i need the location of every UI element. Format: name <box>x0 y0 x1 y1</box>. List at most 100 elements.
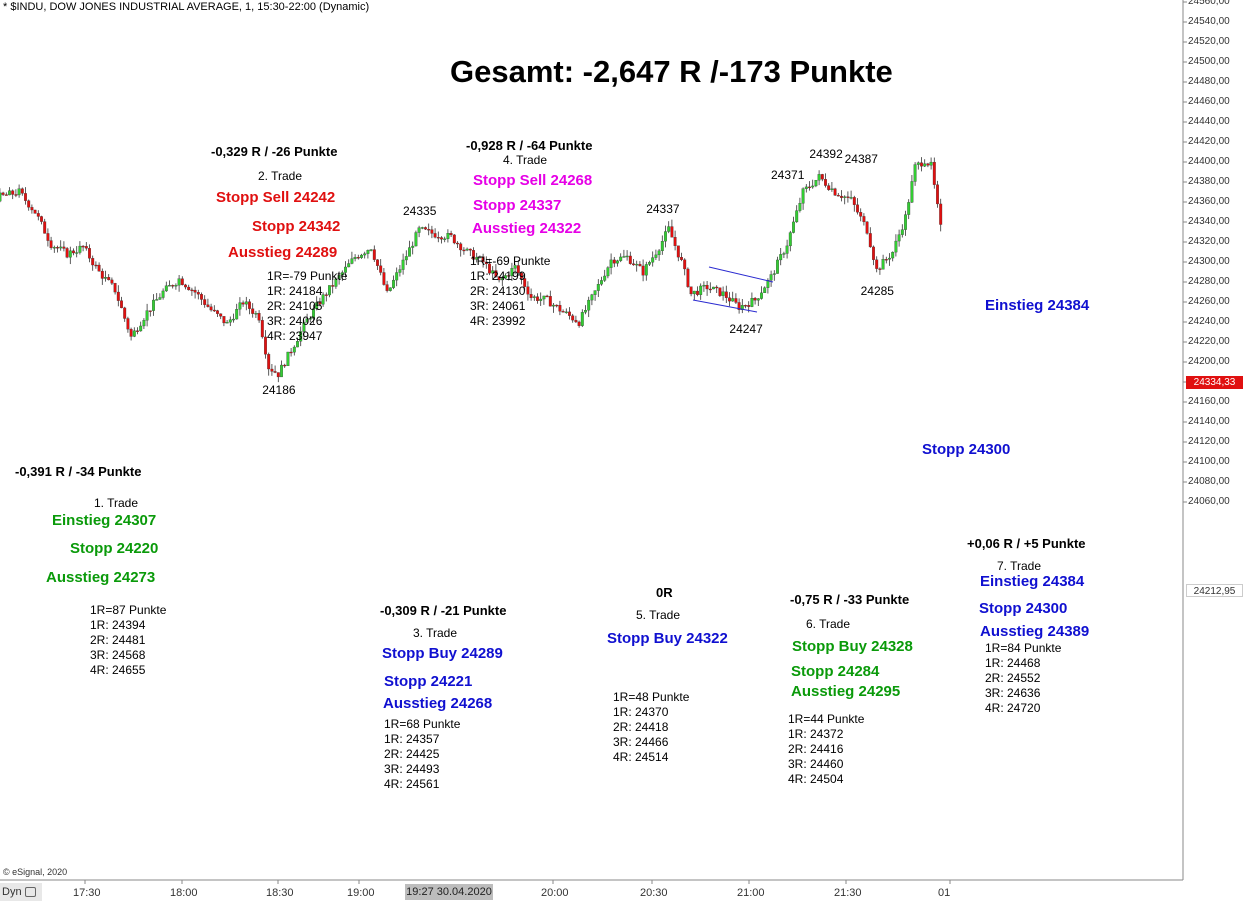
candle-down <box>94 264 98 267</box>
candle-up <box>465 248 469 251</box>
candle-down <box>856 204 859 213</box>
x-tick-label: 19:00 <box>347 887 375 899</box>
candle-down <box>536 296 539 301</box>
level-line: 1R=-69 Punkte <box>470 254 551 268</box>
candle-down <box>808 186 811 189</box>
y-tick-label: 24280,00 <box>1188 276 1230 287</box>
candle-down <box>196 292 200 295</box>
candle-up <box>795 210 799 223</box>
candle-down <box>27 200 31 208</box>
level-line: 2R: 24425 <box>384 747 440 761</box>
candle-down <box>24 193 27 201</box>
candle-up <box>616 260 619 264</box>
candle-up <box>238 302 242 310</box>
candle-up <box>712 286 715 290</box>
candle-up <box>648 262 651 265</box>
candle-down <box>180 278 184 286</box>
candle-up <box>881 259 885 270</box>
candle-down <box>686 268 690 287</box>
lock-icon <box>24 887 36 898</box>
candle-up <box>411 245 415 248</box>
candle-down <box>203 299 207 305</box>
y-tick-label: 24200,00 <box>1188 356 1230 367</box>
candle-up <box>59 246 63 249</box>
candle-down <box>459 243 463 251</box>
candle-up <box>443 238 447 240</box>
candle-up <box>228 319 232 323</box>
candle-up <box>168 285 171 287</box>
trade-6-label: 6. Trade <box>806 617 851 631</box>
x-tick-label: 01 <box>938 887 951 899</box>
trade-2-stop: Stopp 24342 <box>252 218 341 235</box>
candle-down <box>123 307 127 319</box>
candle-down <box>276 372 280 378</box>
candle-up <box>907 202 911 215</box>
candle-up <box>603 275 607 281</box>
candle-down <box>379 265 383 273</box>
trade-6-result: -0,75 R / -33 Punkte <box>790 592 910 607</box>
candle-up <box>158 297 162 300</box>
dynamic-mode-toggle[interactable]: Dyn <box>0 883 42 901</box>
trendline <box>708 266 774 283</box>
trade-7-levels: 1R=84 Punkte 1R: 24468 2R: 24552 3R: 246… <box>985 641 1061 716</box>
y-tick-label: 24080,00 <box>1188 476 1230 487</box>
candle-up <box>580 312 584 326</box>
candle-down <box>548 296 552 307</box>
candle-up <box>177 278 181 286</box>
candle-down <box>113 283 117 293</box>
candle-up <box>657 250 661 256</box>
level-line: 1R=84 Punkte <box>985 641 1062 655</box>
last-price-tag: 24334,33 <box>1186 376 1243 389</box>
candle-up <box>699 285 703 295</box>
candle-up <box>721 291 725 296</box>
candle-down <box>494 270 498 277</box>
candle-down <box>683 259 687 270</box>
candle-up <box>564 311 568 314</box>
candle-up <box>491 270 495 274</box>
candle-up <box>900 229 904 235</box>
candle-up <box>590 294 594 301</box>
candle-down <box>65 248 69 258</box>
trade-7-entry: Einstieg 24384 <box>980 573 1085 590</box>
trade-3-entry: Stopp Buy 24289 <box>382 645 503 662</box>
candle-up <box>910 181 914 203</box>
trade-4-levels: 1R=-69 Punkte 1R: 24199 2R: 24130 3R: 24… <box>470 254 550 329</box>
candle-down <box>372 249 376 260</box>
candle-up <box>280 364 283 378</box>
candle-down <box>641 265 645 276</box>
candle-up <box>532 296 536 298</box>
candle-up <box>542 295 546 300</box>
candle-up <box>740 305 744 310</box>
candle-up <box>401 259 405 270</box>
candle-down <box>433 233 437 238</box>
candle-down <box>747 305 751 307</box>
candle-down <box>324 294 328 296</box>
candle-down <box>456 242 459 245</box>
candle-down <box>577 321 581 326</box>
candle-up <box>801 188 805 204</box>
candle-down <box>49 240 53 248</box>
symbol-header: * $INDU, DOW JONES INDUSTRIAL AVERAGE, 1… <box>3 1 370 13</box>
candle-up <box>654 254 658 258</box>
candle-up <box>353 257 357 259</box>
y-tick-label: 24520,00 <box>1188 36 1230 47</box>
y-tick-label: 24060,00 <box>1188 496 1230 507</box>
candle-down <box>865 221 869 234</box>
level-line: 1R: 24370 <box>613 705 669 719</box>
trade-4-exit: Ausstieg 24322 <box>472 220 582 237</box>
candle-down <box>97 264 101 272</box>
candle-up <box>475 257 479 260</box>
trade-7-label: 7. Trade <box>997 559 1042 573</box>
level-line: 1R: 24394 <box>90 618 146 632</box>
candle-down <box>744 305 747 307</box>
candle-down <box>558 305 562 312</box>
candle-up <box>804 186 808 189</box>
candle-down <box>129 328 133 337</box>
candle-down <box>862 216 866 223</box>
candle-up <box>651 257 655 263</box>
swing-label: 24186 <box>262 383 296 397</box>
candle-up <box>792 221 795 233</box>
candle-up <box>420 227 424 229</box>
trade-5-result: 0R <box>656 585 673 600</box>
